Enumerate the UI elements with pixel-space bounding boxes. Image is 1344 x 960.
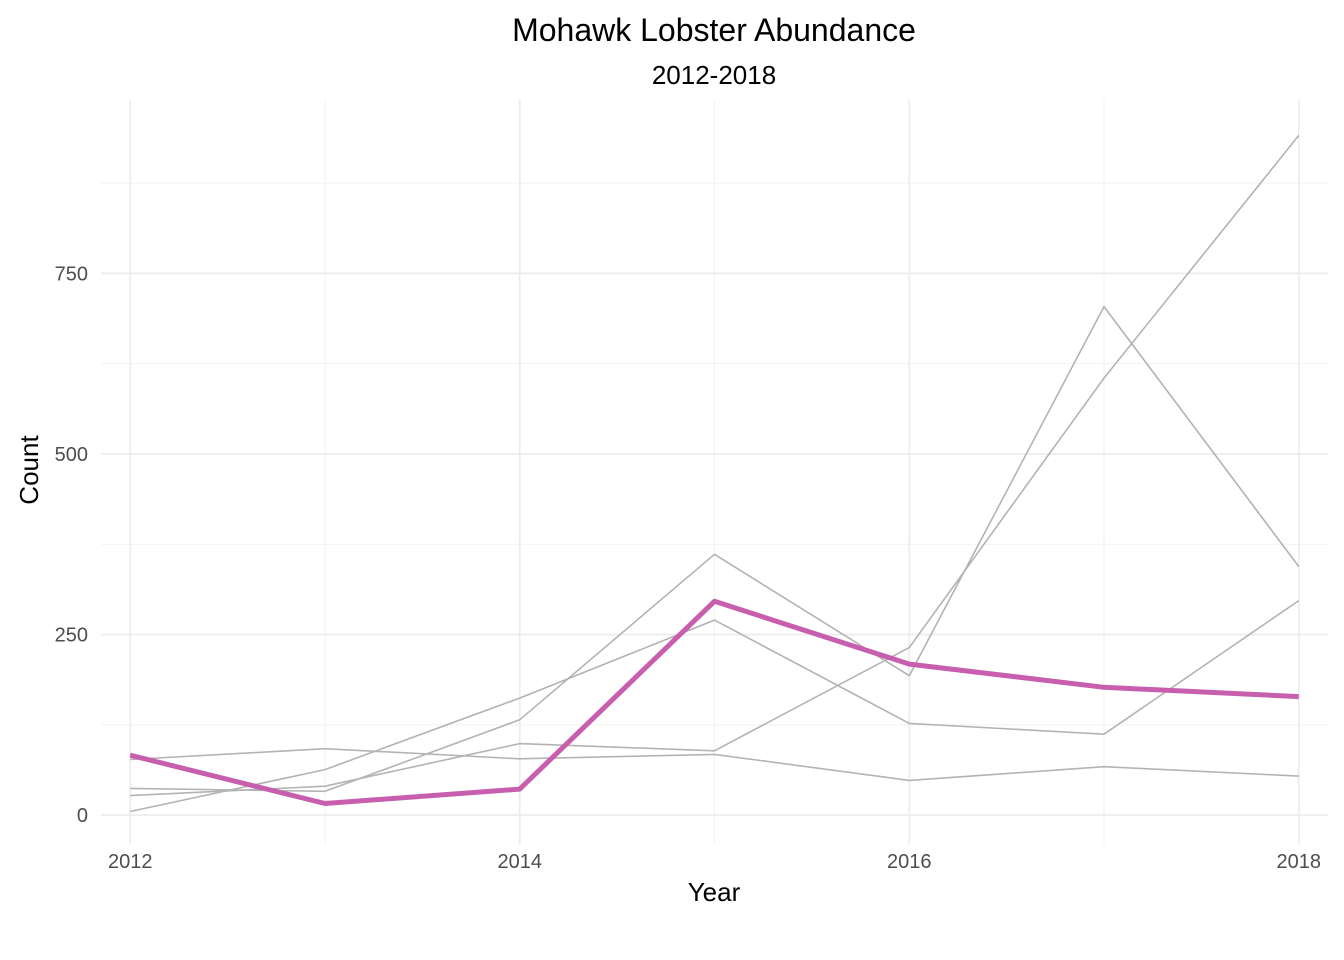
y-tick-label: 500 (55, 444, 88, 466)
background-series-line-1 (130, 747, 1299, 782)
y-tick-label: 0 (77, 805, 88, 827)
highlight-series-group (129, 598, 1299, 806)
background-series-group (130, 134, 1300, 813)
x-axis-ticks: 2012 2014 2016 2018 (108, 851, 1321, 873)
y-axis-title: Count (14, 435, 44, 505)
x-tick-label: 2014 (497, 851, 542, 873)
background-series-line-2 (130, 305, 1300, 793)
chart-title: Mohawk Lobster Abundance (512, 12, 916, 48)
x-tick-label: 2018 (1277, 851, 1322, 873)
y-tick-label: 750 (55, 263, 88, 285)
y-tick-label: 250 (55, 625, 88, 647)
background-series-line-4 (130, 599, 1300, 813)
background-series-line-3 (130, 134, 1300, 797)
highlight-series-line (129, 598, 1299, 806)
x-tick-label: 2012 (108, 851, 153, 873)
x-tick-label: 2016 (887, 851, 932, 873)
grid (101, 100, 1328, 844)
x-axis-title: Year (688, 877, 741, 907)
y-axis-ticks: 0 250 500 750 (55, 263, 88, 827)
chart-subtitle: 2012-2018 (652, 60, 776, 90)
